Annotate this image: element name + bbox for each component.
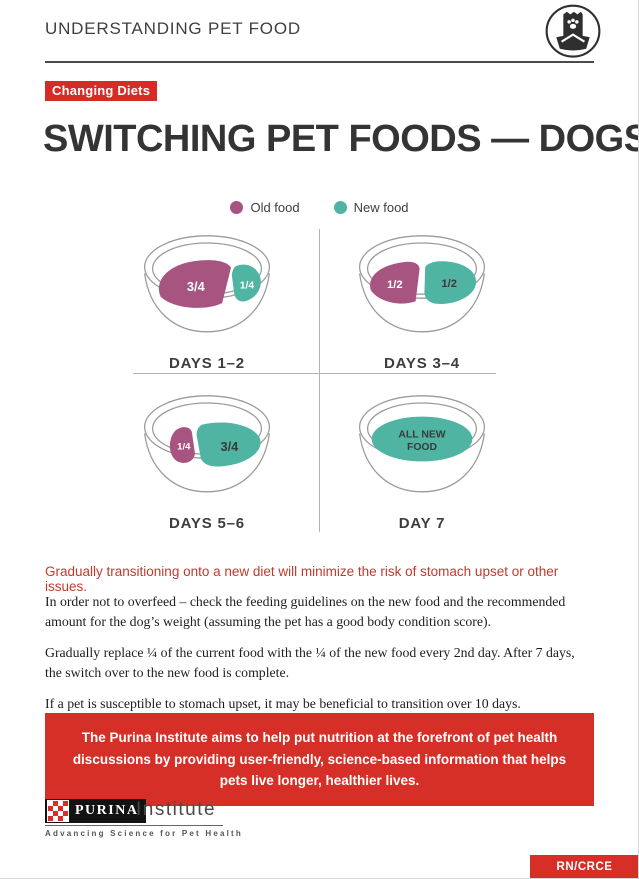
legend-new-label: New food — [353, 200, 409, 215]
new-food-fraction: 1/2 — [441, 278, 457, 290]
bowl-label-day-7: DAY 7 — [398, 515, 446, 532]
legend-old-label: Old food — [250, 200, 300, 215]
diagram-horizontal-divider — [133, 373, 496, 374]
all-new-food-line2: FOOD — [407, 442, 438, 453]
section-badge: Changing Diets — [45, 81, 158, 101]
legend-item-old-food: Old food — [230, 200, 300, 215]
page-header-title: UNDERSTANDING PET FOOD — [45, 19, 301, 38]
bowl-label-days-5-6: DAYS 5–6 — [169, 515, 245, 532]
body-text: In order not to overfeed – check the fee… — [45, 592, 590, 725]
purina-logo: PURINA — [45, 799, 147, 823]
bowl-day-7: ALL NEW FOOD DAY 7 — [342, 389, 502, 532]
new-food-fraction: 3/4 — [221, 439, 240, 454]
bowl-label-days-1-2: DAYS 1–2 — [169, 355, 245, 372]
all-new-food-line1: ALL NEW — [398, 429, 445, 440]
new-food-fraction: 1/4 — [240, 281, 255, 292]
bowl-days-1-2: 3/4 1/4 DAYS 1–2 — [127, 229, 287, 372]
bowl-illustration-day-7: ALL NEW FOOD — [358, 395, 486, 493]
paragraph-overfeed: In order not to overfeed – check the fee… — [45, 594, 566, 629]
new-food-dot-icon — [333, 201, 347, 214]
bowl-illustration-days-1-2: 3/4 1/4 — [143, 235, 271, 333]
doc-code-label: RN/CRCE — [530, 855, 638, 878]
old-food-dot-icon — [230, 201, 244, 214]
old-food-fraction: 3/4 — [187, 279, 206, 294]
institute-wordmark: Institute — [136, 799, 217, 820]
purina-wordmark: PURINA — [75, 803, 139, 818]
paragraph-susceptible: If a pet is susceptible to stomach upset… — [45, 696, 521, 711]
bowl-days-5-6: 1/4 3/4 DAYS 5–6 — [127, 389, 287, 532]
bowl-illustration-days-5-6: 1/4 3/4 — [143, 395, 271, 493]
old-food-fraction: 1/2 — [387, 279, 403, 291]
legend: Old food New food — [0, 200, 638, 215]
footer-tagline: Advancing Science for Pet Health — [45, 825, 241, 838]
page-title: SWITCHING PET FOODS — DOGS — [43, 118, 639, 160]
bowl-illustration-days-3-4: 1/2 1/2 — [358, 235, 486, 333]
highlight-sentence: Gradually transitioning onto a new diet … — [45, 564, 559, 594]
pet-food-bag-bowl-icon — [544, 3, 602, 66]
bowl-label-days-3-4: DAYS 3–4 — [384, 355, 460, 372]
purina-institute-callout: The Purina Institute aims to help put nu… — [45, 713, 594, 806]
paragraph-replace: Gradually replace ¼ of the current food … — [45, 645, 575, 680]
bowl-days-3-4: 1/2 1/2 DAYS 3–4 — [342, 229, 502, 372]
purina-checkerboard-icon — [47, 800, 69, 822]
header-divider — [45, 61, 594, 63]
old-food-fraction: 1/4 — [177, 441, 191, 452]
diagram-vertical-divider — [319, 229, 320, 532]
legend-item-new-food: New food — [333, 200, 409, 215]
